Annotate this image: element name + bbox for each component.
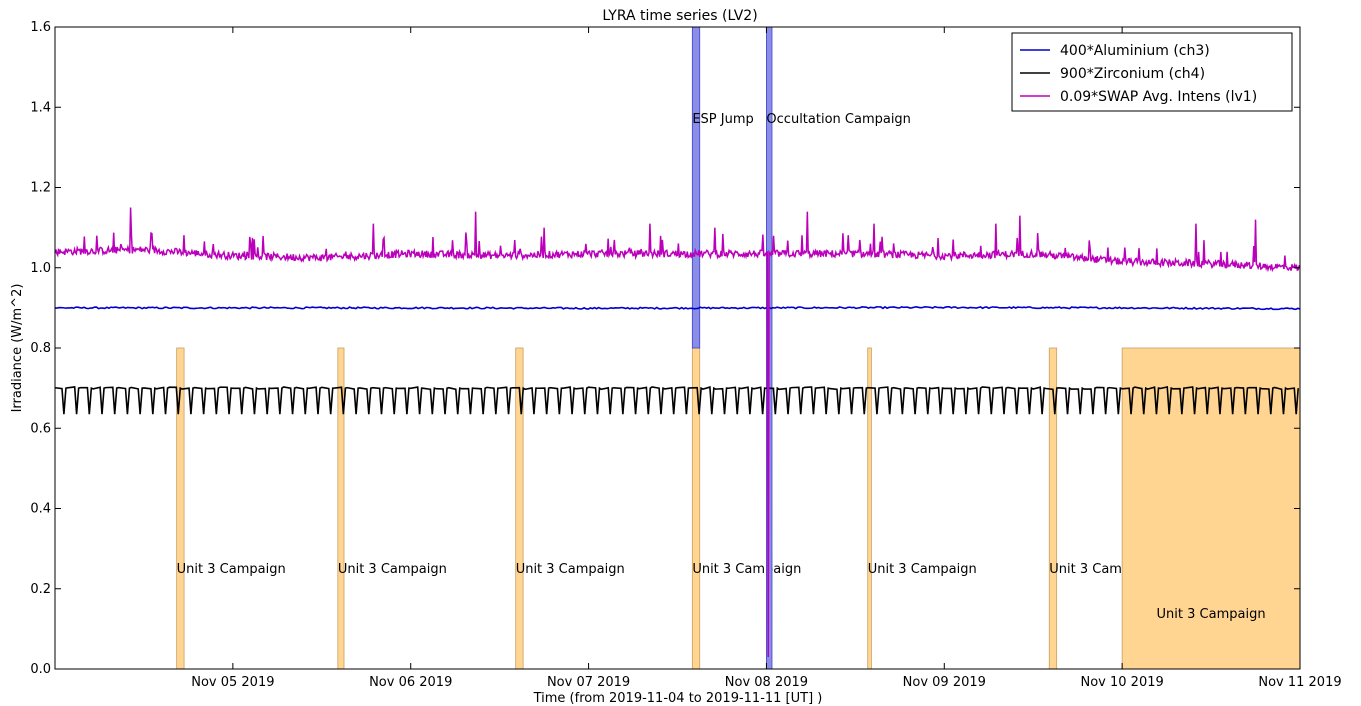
x-tick-label: Nov 07 2019 — [547, 675, 630, 690]
campaign-span — [691, 347, 701, 670]
y-tick-label: 0.0 — [30, 662, 51, 677]
event-label: Occultation Campaign — [766, 112, 911, 127]
x-tick-label: Nov 10 2019 — [1081, 675, 1164, 690]
y-tick-label: 0.2 — [30, 582, 51, 597]
series-line-swap — [54, 207, 1301, 657]
x-tick-label: Nov 11 2019 — [1258, 675, 1341, 690]
legend: 400*Aluminium (ch3) 900*Zirconium (ch4) 0.… — [1011, 32, 1293, 112]
series-line-zirconium — [54, 385, 1300, 415]
campaign-span — [337, 347, 345, 670]
y-tick-label: 0.4 — [30, 502, 51, 517]
y-tick-label: 1.0 — [30, 261, 51, 276]
y-tick-label: 0.8 — [30, 341, 51, 356]
y-tick-label: 1.6 — [30, 20, 51, 35]
legend-box — [1011, 32, 1293, 112]
event-label: ESP Jump — [692, 112, 753, 127]
x-tick-label: Nov 06 2019 — [369, 675, 452, 690]
campaign-label: Unit 3 Campaign — [868, 562, 977, 577]
campaign-span — [867, 347, 872, 670]
legend-label: 900*Zirconium (ch4) — [1060, 66, 1205, 82]
legend-label: 0.09*SWAP Avg. Intens (lv1) — [1060, 89, 1257, 105]
x-tick-label: Nov 09 2019 — [903, 675, 986, 690]
y-axis-label: Irradiance (W/m^2) — [10, 284, 25, 413]
campaign-label: Unit 3 Campaign — [692, 562, 801, 577]
chart-title: LYRA time series (LV2) — [602, 8, 757, 24]
y-tick-label: 1.4 — [30, 100, 51, 115]
x-axis-label: Time (from 2019-11-04 to 2019-11-11 [UT]… — [533, 691, 823, 706]
x-tick-label: Nov 08 2019 — [725, 675, 808, 690]
series-line-aluminium — [54, 305, 1301, 311]
campaign-label: Unit 3 Campaign — [516, 562, 625, 577]
axes: 0.0 0.2 0.4 0.6 0.8 1.0 1.2 1.4 1.6 Nov 05 2019 No… — [30, 20, 1341, 690]
y-tick-label: 0.6 — [30, 421, 51, 436]
campaign-label: Unit 3 Campaign — [177, 562, 286, 577]
y-tick-label: 1.2 — [30, 181, 51, 196]
campaign-label: Unit 3 Campaign — [1157, 607, 1266, 622]
campaign-label: Unit 3 Campaign — [338, 562, 447, 577]
x-tick-label: Nov 05 2019 — [191, 675, 274, 690]
event-span — [691, 26, 701, 349]
plot-area: Unit 3 Campaign Unit 3 Campaign Unit 3 Cam… — [54, 26, 1301, 670]
legend-label: 400*Aluminium (ch3) — [1060, 43, 1210, 59]
